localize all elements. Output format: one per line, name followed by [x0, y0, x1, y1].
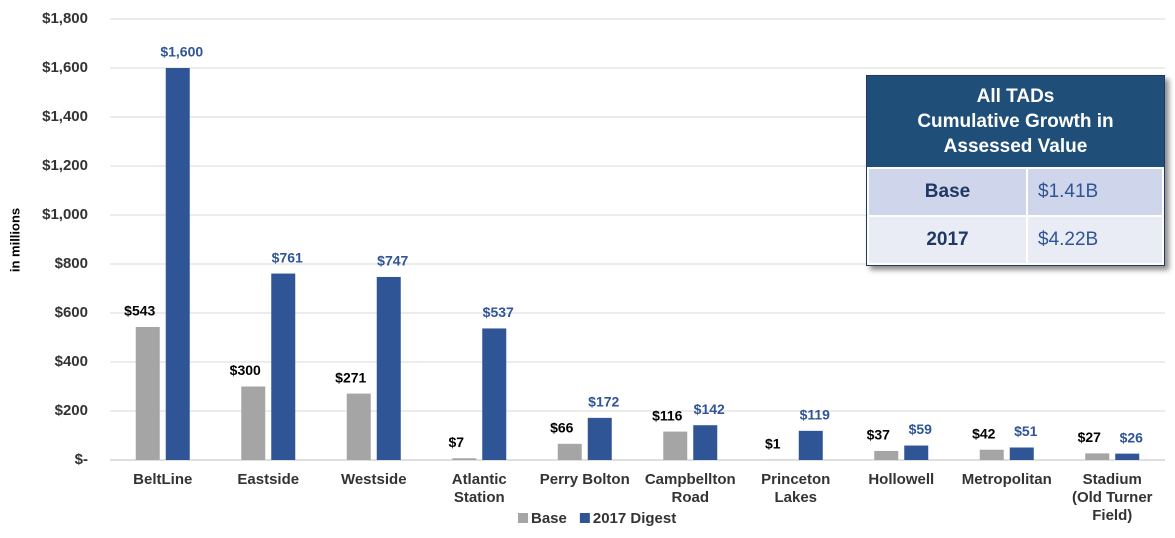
bar — [376, 276, 401, 460]
x-tick-label: Campbellton Road — [644, 471, 736, 506]
y-tick-label: $400 — [55, 353, 88, 370]
bar — [241, 386, 266, 460]
inset-grid: Base $1.41B 2017 $4.22B — [867, 167, 1164, 265]
y-tick-label: $600 — [55, 304, 88, 321]
data-label: $66 — [550, 420, 574, 436]
cell: Base — [867, 167, 1028, 217]
y-tick-label: $800 — [55, 255, 88, 272]
bar — [874, 450, 899, 460]
y-tick-label: $1,400 — [42, 108, 88, 125]
x-tick-label: Stadium (Old Turner Field) — [1071, 471, 1153, 524]
legend-label: Base — [531, 510, 567, 527]
data-label: $761 — [272, 249, 303, 265]
bar — [587, 417, 612, 460]
x-tick-label: Princeton Lakes — [761, 471, 831, 506]
x-tick-label: Westside — [340, 471, 407, 488]
x-tick-label: Eastside — [237, 471, 300, 488]
x-tick-label: Metropolitan — [961, 471, 1052, 488]
cell: $4.22B — [1026, 215, 1164, 265]
data-label: $51 — [1014, 423, 1038, 439]
bar — [135, 326, 160, 460]
bar — [904, 445, 929, 460]
inset-title: All TADs Cumulative Growth in Assessed V… — [867, 76, 1164, 167]
data-label: $27 — [1078, 429, 1102, 445]
y-tick-label: $1,200 — [42, 157, 88, 174]
cell: 2017 — [867, 215, 1028, 265]
bar — [798, 430, 823, 460]
data-label: $37 — [867, 427, 891, 443]
y-tick-label: $200 — [55, 402, 88, 419]
bar — [557, 443, 582, 460]
data-label: $1,600 — [160, 44, 203, 60]
bar — [979, 449, 1004, 460]
x-tick-label: Perry Bolton — [539, 471, 630, 488]
data-label: $116 — [652, 407, 683, 423]
cell: $1.41B — [1026, 167, 1164, 217]
data-label: $300 — [230, 362, 261, 378]
bar — [1115, 453, 1140, 460]
x-tick-label: Hollowell — [868, 471, 935, 488]
data-label: $271 — [335, 369, 366, 385]
inset-table: All TADs Cumulative Growth in Assessed V… — [866, 75, 1165, 266]
y-axis-title: in millions — [7, 208, 22, 272]
y-tick-label: $- — [75, 451, 88, 468]
y-tick-label: $1,800 — [42, 10, 88, 27]
bar — [663, 431, 688, 460]
legend-label: 2017 Digest — [593, 510, 676, 527]
data-label: $59 — [909, 421, 933, 437]
data-label: $142 — [694, 401, 725, 417]
data-label: $42 — [972, 425, 996, 441]
data-label: $537 — [483, 304, 514, 320]
bar — [1009, 447, 1034, 460]
data-label: $172 — [588, 394, 619, 410]
bar — [165, 68, 190, 460]
bar — [693, 425, 718, 460]
data-label: $119 — [800, 407, 831, 423]
y-tick-label: $1,600 — [42, 59, 88, 76]
legend-swatch — [518, 513, 528, 523]
data-label: $7 — [448, 434, 464, 450]
data-label: $543 — [124, 303, 155, 319]
x-tick-label: Atlantic Station — [451, 471, 507, 506]
legend-swatch — [579, 513, 590, 523]
y-tick-label: $1,000 — [42, 206, 88, 223]
data-label: $747 — [377, 253, 408, 269]
bar — [482, 328, 507, 460]
data-label: $1 — [765, 435, 781, 451]
data-label: $26 — [1120, 429, 1144, 445]
bar — [271, 273, 296, 460]
bar — [1085, 453, 1110, 460]
bar — [346, 393, 371, 460]
bar — [452, 458, 477, 460]
x-tick-label: BeltLine — [133, 471, 193, 488]
